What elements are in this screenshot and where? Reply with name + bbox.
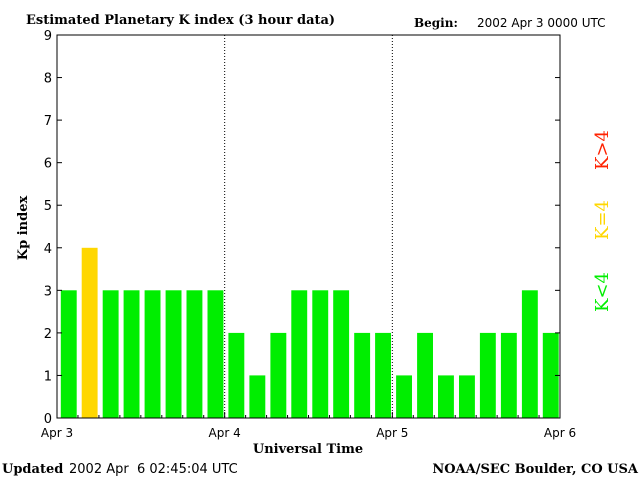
kp-bar <box>249 375 266 418</box>
legend-above: K>4 <box>592 130 613 170</box>
plot-area: 0 1 2 3 4 5 6 7 8 9 Apr 3 Apr 4 Apr 5 Apr 6 <box>41 29 576 440</box>
y-tick-label: 4 <box>44 242 52 257</box>
kp-bar <box>291 290 308 418</box>
y-tick-label: 9 <box>44 29 52 44</box>
begin-value: 2002 Apr 3 0000 UTC <box>477 16 606 30</box>
kp-bar <box>228 332 245 418</box>
kp-bar <box>102 290 119 418</box>
kp-bar <box>123 290 140 418</box>
kp-bar <box>438 375 454 418</box>
y-tick-label: 6 <box>44 157 52 172</box>
kp-bar <box>542 332 559 418</box>
kp-bar <box>354 332 371 418</box>
kp-bar <box>375 332 391 418</box>
kp-bar <box>270 332 287 418</box>
kp-bar <box>144 290 161 418</box>
kp-bar <box>396 375 412 418</box>
x-tick-label: Apr 5 <box>376 426 408 440</box>
x-tick-label: Apr 4 <box>209 426 241 440</box>
updated-label: Updated <box>2 462 63 477</box>
kp-bar <box>186 290 203 418</box>
kp-bar <box>207 290 224 418</box>
y-tick-label: 3 <box>44 284 52 299</box>
kp-bar <box>417 332 433 418</box>
kp-bar <box>521 290 538 418</box>
kp-bar <box>500 332 517 418</box>
y-tick-label: 8 <box>44 72 52 87</box>
y-tick-label: 1 <box>44 369 52 384</box>
x-axis-title: Universal Time <box>253 442 363 457</box>
kp-bar <box>81 247 98 418</box>
y-tick-label: 2 <box>44 327 52 342</box>
kp-bar <box>459 375 475 418</box>
legend-below: K<4 <box>592 272 613 312</box>
x-tick-label: Apr 6 <box>544 426 576 440</box>
y-tick-label: 7 <box>44 114 52 129</box>
legend-equal: K=4 <box>592 200 613 240</box>
kp-bar <box>479 332 496 418</box>
updated-value: 2002 Apr 6 02:45:04 UTC <box>69 462 238 477</box>
y-axis-title: Kp index <box>16 196 31 261</box>
chart-title: Estimated Planetary K index (3 hour data… <box>26 13 335 28</box>
y-tick-label: 5 <box>44 199 52 214</box>
kp-bar <box>60 290 77 418</box>
kp-bar <box>312 290 329 418</box>
source-credit: NOAA/SEC Boulder, CO USA <box>432 462 639 477</box>
y-tick-label: 0 <box>44 412 52 427</box>
kp-bar <box>165 290 182 418</box>
x-tick-label: Apr 3 <box>41 426 73 440</box>
kp-bar <box>333 290 350 418</box>
begin-label: Begin: <box>414 16 458 30</box>
